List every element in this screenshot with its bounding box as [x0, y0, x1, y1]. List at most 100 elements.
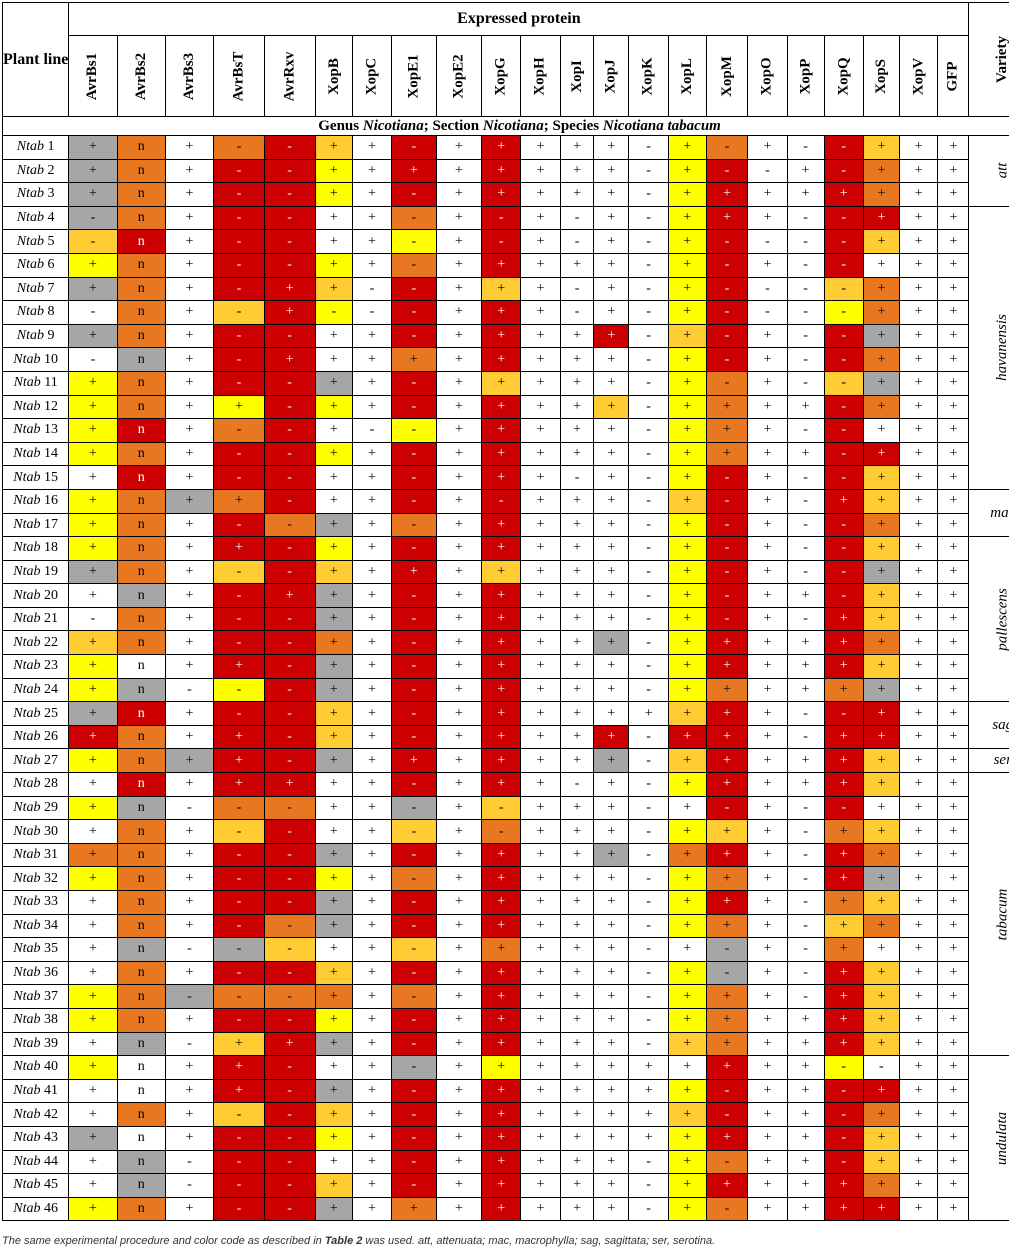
result-cell: +: [862, 654, 900, 679]
result-cell: +: [352, 559, 392, 585]
protein-header-label: XopE2: [450, 53, 467, 99]
result-cell: +: [823, 890, 864, 915]
plant-line-number: 23: [44, 658, 59, 674]
result-cell: +: [435, 984, 483, 1009]
result-cell: -: [628, 960, 669, 986]
result-cell: +: [559, 1007, 595, 1033]
result-cell: +: [559, 1031, 595, 1057]
result-cell: +: [747, 465, 788, 490]
result-cell: -: [68, 300, 118, 325]
result-cell: +: [593, 559, 630, 585]
plant-line-prefix: Ntab: [13, 563, 41, 579]
result-cell: +: [593, 370, 630, 396]
plant-line-prefix: Ntab: [16, 280, 45, 296]
result-cell: +: [667, 1196, 707, 1222]
result-cell: +: [435, 748, 483, 774]
protein-header-xopp: XopP: [786, 35, 825, 117]
result-cell: -: [786, 229, 825, 254]
result-cell: +: [747, 677, 788, 703]
result-cell: -: [263, 158, 316, 184]
footnote: The same experimental procedure and colo…: [2, 1235, 715, 1247]
result-cell: -: [263, 1007, 316, 1033]
result-cell: +: [593, 465, 630, 490]
plant-line-cell: Ntab 27: [1, 748, 70, 774]
result-cell: +: [593, 229, 630, 254]
table-row: Ntab 2 + n + - - + + + + + + + + - + - - + - + + +: [1, 158, 1009, 184]
result-cell: -: [263, 536, 316, 561]
result-cell: +: [352, 347, 392, 372]
plant-line-prefix: Ntab: [13, 1177, 41, 1193]
result-cell: +: [898, 1173, 939, 1198]
result-cell: -: [705, 536, 749, 561]
result-cell: +: [164, 701, 215, 726]
result-cell: +: [823, 913, 864, 939]
protein-header-label: XopC: [363, 57, 380, 95]
result-cell: -: [628, 512, 669, 538]
plant-line-number: 3: [47, 186, 55, 202]
result-cell: -: [747, 276, 788, 302]
result-cell: +: [786, 1078, 825, 1104]
result-cell: +: [68, 441, 118, 467]
result-cell: +: [667, 913, 707, 939]
result-cell: -: [213, 795, 265, 821]
result-cell: +: [667, 795, 707, 821]
result-cell: +: [435, 205, 483, 231]
result-cell: -: [481, 488, 522, 514]
result-cell: -: [823, 701, 864, 726]
result-cell: +: [937, 276, 970, 302]
result-cell: -: [213, 418, 265, 443]
result-cell: -: [390, 300, 437, 325]
result-cell: +: [747, 323, 788, 349]
plant-line-number: 41: [44, 1083, 59, 1099]
result-cell: +: [898, 512, 939, 538]
result-cell: -: [164, 984, 215, 1009]
result-cell: -: [213, 512, 265, 538]
plant-line-number: 24: [44, 681, 59, 697]
result-cell: +: [937, 842, 970, 868]
result-cell: +: [164, 583, 215, 608]
result-cell: +: [390, 559, 437, 585]
result-cell: +: [520, 1149, 561, 1175]
result-cell: +: [667, 866, 707, 891]
result-cell: +: [898, 772, 939, 797]
result-cell: +: [314, 583, 354, 608]
protein-header-label: XopP: [797, 58, 814, 94]
result-cell: +: [705, 394, 749, 420]
result-cell: n: [116, 300, 166, 325]
result-cell: +: [823, 1007, 864, 1033]
result-cell: +: [705, 1125, 749, 1151]
result-cell: +: [559, 158, 595, 184]
result-cell: +: [164, 323, 215, 349]
result-cell: +: [314, 772, 354, 797]
result-cell: +: [68, 842, 118, 868]
result-cell: +: [559, 1078, 595, 1104]
result-cell: +: [667, 465, 707, 490]
result-cell: +: [559, 842, 595, 868]
result-cell: +: [481, 606, 522, 632]
result-cell: -: [786, 323, 825, 349]
result-cell: +: [435, 795, 483, 821]
result-cell: -: [263, 724, 316, 750]
result-cell: +: [435, 135, 483, 160]
result-cell: +: [823, 866, 864, 891]
result-cell: +: [520, 772, 561, 797]
result-cell: +: [747, 370, 788, 396]
result-cell: +: [593, 1125, 630, 1151]
result-cell: -: [263, 654, 316, 679]
result-cell: +: [314, 418, 354, 443]
table-row: Ntab 39 + n - + + + + - + + + + + - + + + + + + + +: [1, 1031, 1009, 1057]
plant-line-cell: Ntab 9: [1, 323, 70, 349]
result-cell: -: [68, 347, 118, 372]
variety-label: att: [994, 162, 1009, 179]
plant-line-cell: Ntab 46: [1, 1196, 70, 1222]
result-cell: -: [705, 300, 749, 325]
result-cell: +: [898, 182, 939, 207]
result-cell: +: [352, 701, 392, 726]
result-cell: +: [862, 724, 900, 750]
result-cell: +: [862, 890, 900, 915]
result-cell: +: [435, 1125, 483, 1151]
result-cell: +: [435, 654, 483, 679]
result-cell: +: [937, 1173, 970, 1198]
result-cell: +: [481, 465, 522, 490]
result-cell: n: [116, 536, 166, 561]
